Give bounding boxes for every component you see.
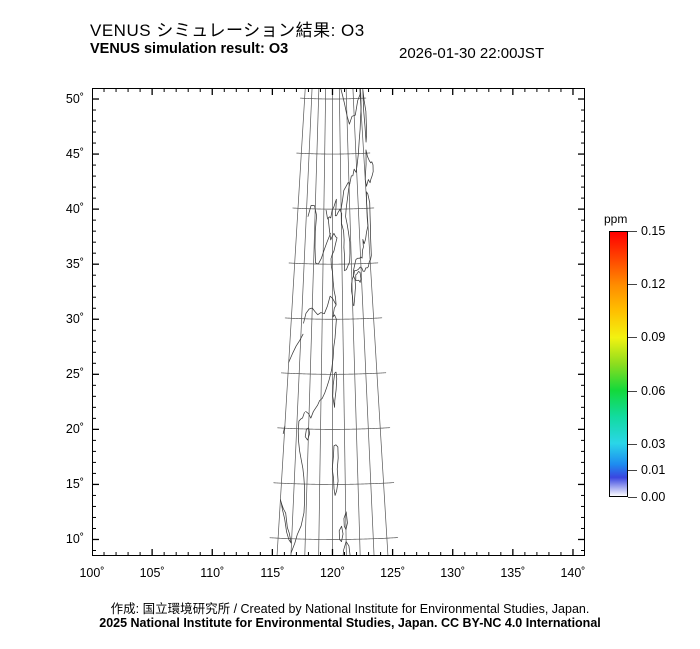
coastline [364,149,374,187]
x-axis-tick-label: 140˚ [560,566,586,580]
coastline [332,371,338,408]
coastline [331,444,339,496]
coastline [340,88,362,125]
colorbar-unit-label: ppm [604,212,628,226]
x-axis-tick-label: 125˚ [380,566,406,580]
graticule-meridian [290,88,313,556]
coastline [280,499,292,544]
colorbar-tick-mark [628,497,637,498]
graticule-meridian [345,88,361,556]
coastline [305,198,341,419]
x-axis-tick-label: 130˚ [440,566,466,580]
y-axis-tick-label: 45˚ [65,147,84,162]
colorbar-tick-mark [628,443,637,445]
graticule-parallel [288,262,379,265]
x-axis-tick-label: 100˚ [79,566,105,580]
x-axis-tick-label: 135˚ [500,566,526,580]
y-axis-tick-label: 20˚ [65,422,84,437]
colorbar-tick-label: 0.01 [641,463,666,478]
footer-license-line: 2025 National Institute for Environmenta… [99,616,601,630]
coastline [338,525,344,543]
graticule-meridian [352,88,375,556]
colorbar-gradient [609,231,628,497]
colorbar-tick-label: 0.00 [641,490,666,504]
y-axis-tick-label: 40˚ [65,202,84,217]
timestamp-label: 2026-01-30 22:00JST [399,45,545,62]
coastline [353,191,372,277]
graticule-meridian [318,88,327,556]
coastline [355,271,362,283]
x-axis-tick-label: 115˚ [260,566,285,580]
coastline [304,427,311,441]
colorbar-tick-label: 0.09 [641,330,666,345]
colorbar-tick-mark [628,231,637,232]
page-title-japanese: VENUS シミュレーション結果: O3 [90,21,365,40]
colorbar-tick-label: 0.12 [641,277,666,292]
graticule-meridian [304,88,320,556]
map-plot [92,88,585,556]
coastline [339,182,351,272]
graticule-parallel [296,152,371,155]
y-axis-tick-label: 35˚ [65,257,84,272]
colorbar-tick-label: 0.15 [641,224,666,238]
graticule-parallel [269,537,399,540]
ozone-concentration-field [92,88,585,556]
coastline [288,333,304,363]
x-axis-tick-label: 105˚ [139,566,165,580]
graticule-meridian [359,88,389,556]
colorbar-tick-label: 0.06 [641,383,666,398]
coastline [307,205,331,265]
graticule-parallel [284,317,383,320]
coastline [303,295,337,324]
colorbar-tick-mark [628,470,637,472]
coastline [342,541,351,556]
y-axis-tick-label: 30˚ [65,312,84,327]
map-overlay-vectors-coastlines [92,88,585,556]
footer-credit-line: 作成: 国立環境研究所 / Created by National Instit… [110,602,590,616]
coastline [282,425,286,435]
coastline [362,89,367,143]
graticule-parallel [292,207,375,210]
coastline [351,275,356,307]
graticule-parallel [300,97,367,100]
coastline [349,88,362,184]
graticule-parallel [277,427,391,430]
coastline [290,412,305,554]
colorbar-tick-mark [628,337,637,339]
y-axis-tick-label: 25˚ [65,367,84,382]
coastline [343,511,348,530]
x-axis-tick-label: 110˚ [200,566,225,580]
graticule-meridian [338,88,347,556]
colorbar-tick-mark [628,390,637,392]
colorbar-tick-mark [628,284,637,286]
colorbar-tick-label: 0.03 [641,436,666,451]
y-axis-tick-label: 10˚ [65,532,84,547]
y-axis-tick-label: 15˚ [65,477,84,492]
x-axis-tick-label: 120˚ [319,566,345,580]
coastline [325,209,328,220]
graticule-parallel [281,372,387,375]
y-axis-tick-label: 50˚ [65,92,84,106]
graticule-meridian [276,88,306,556]
page-title-english: VENUS simulation result: O3 [90,41,289,57]
